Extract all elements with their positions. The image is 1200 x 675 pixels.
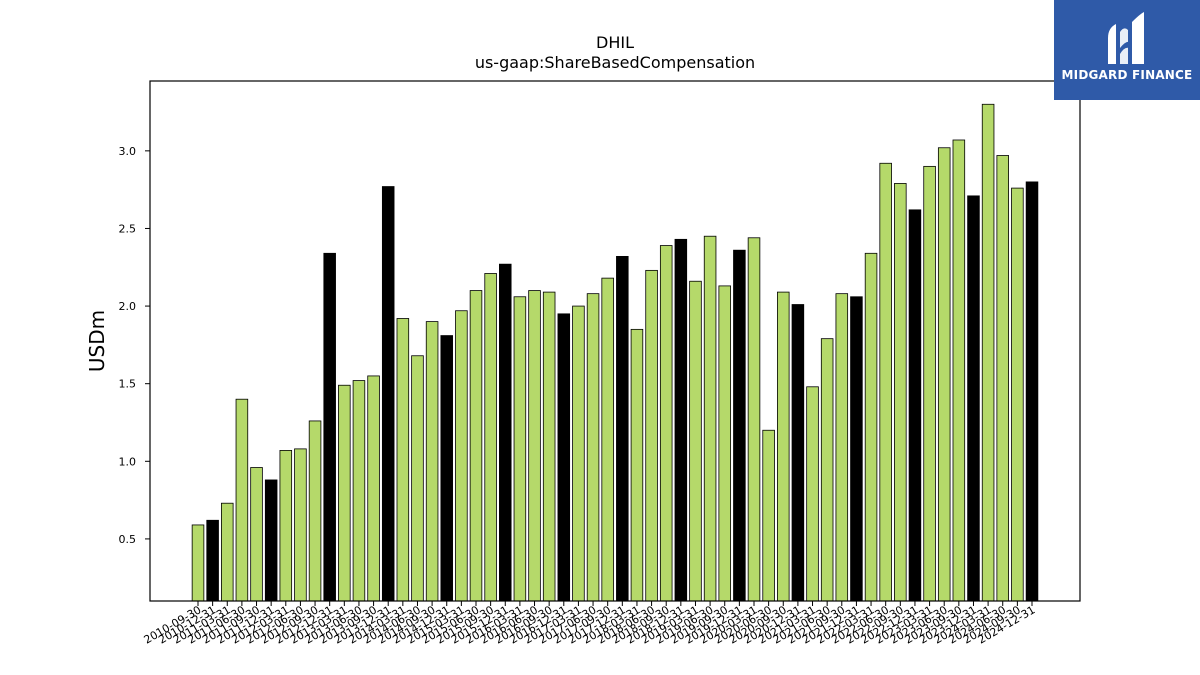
- bar-2022-03-31: [864, 252, 878, 602]
- y-tick-label: 1.5: [119, 378, 137, 391]
- bar-2017-12-31: [616, 255, 629, 602]
- bar-2020-06-30: [762, 429, 775, 602]
- bar-2024-06-30: [996, 155, 1009, 602]
- bar-2018-12-31: [674, 238, 688, 602]
- bar-2020-12-31: [791, 304, 805, 602]
- y-tick-label: 3.0: [119, 145, 137, 158]
- bar-2014-09-30: [425, 321, 439, 602]
- bar-2011-09-30: [250, 467, 263, 602]
- chart-title: DHIL: [596, 33, 634, 52]
- bar-2013-12-31: [381, 186, 395, 602]
- plot-frame: [149, 80, 1081, 602]
- bar-2017-03-31: [572, 305, 585, 602]
- bar-2011-12-31: [264, 479, 278, 602]
- bar-2014-03-31: [396, 318, 410, 602]
- bar-2019-09-30: [718, 285, 731, 602]
- bar-2019-06-30: [703, 235, 717, 602]
- x-axis: 2010-09-302010-12-312011-03-312011-06-30…: [142, 601, 1038, 647]
- bar-2010-12-31: [206, 519, 219, 602]
- bar-2018-09-30: [659, 245, 673, 602]
- bar-2014-12-31: [440, 335, 453, 602]
- bar-2022-12-31: [908, 209, 922, 602]
- brand-logo: MIDGARD FINANCE: [1054, 0, 1200, 100]
- bar-2018-03-31: [630, 328, 644, 602]
- y-tick-label: 0.5: [119, 533, 137, 546]
- y-tick-label: 2.5: [119, 222, 137, 235]
- bar-2020-03-31: [747, 237, 761, 602]
- bar-2016-06-30: [528, 290, 541, 602]
- bar-2021-12-31: [850, 296, 863, 602]
- bar-2012-12-31: [323, 252, 336, 602]
- bar-2024-09-30: [1011, 187, 1024, 602]
- bar-2018-06-30: [645, 269, 658, 602]
- bar-2023-03-31: [923, 165, 936, 602]
- y-tick-label: 1.0: [119, 455, 137, 468]
- chart-subtitle: us-gaap:ShareBasedCompensation: [475, 53, 755, 72]
- bar-2016-09-30: [542, 291, 556, 602]
- bar-2023-12-31: [967, 195, 980, 602]
- bar-2016-03-31: [513, 296, 527, 602]
- bar-2015-12-31: [499, 263, 512, 602]
- bar-2015-09-30: [484, 273, 497, 602]
- bar-2014-06-30: [411, 355, 424, 602]
- bar-2010-09-30: [191, 524, 205, 602]
- bar-2015-03-31: [455, 310, 468, 602]
- midgard-logo-icon: [1108, 12, 1144, 64]
- bar-2011-06-30: [235, 398, 249, 602]
- bar-2013-06-30: [352, 380, 366, 602]
- bar-2022-09-30: [894, 183, 907, 602]
- y-tick-label: 2.0: [119, 300, 137, 313]
- bar-2017-09-30: [601, 277, 614, 602]
- bar-2022-06-30: [879, 162, 892, 602]
- bar-2021-06-30: [820, 338, 834, 602]
- bar-2024-12-31: [1025, 181, 1039, 602]
- brand-logo-text: MIDGARD FINANCE: [1061, 68, 1193, 82]
- bar-2020-09-30: [777, 291, 790, 602]
- bar-2023-06-30: [937, 147, 951, 602]
- bar-2017-06-30: [586, 293, 600, 602]
- bar-2011-03-31: [221, 502, 234, 602]
- y-axis-label: USDm: [85, 310, 109, 372]
- bar-2019-03-31: [689, 280, 702, 602]
- bar-2016-12-31: [557, 313, 571, 602]
- bar-2024-03-31: [981, 103, 995, 602]
- bar-2013-03-31: [338, 384, 351, 602]
- bar-2021-09-30: [835, 293, 849, 602]
- y-axis: 0.5 1.0 1.5 2.0 2.5 3.0: [119, 145, 150, 546]
- bar-2012-06-30: [294, 448, 307, 602]
- bar-2012-09-30: [308, 420, 322, 602]
- bar-2015-06-30: [469, 290, 483, 602]
- bar-2023-09-30: [952, 139, 966, 602]
- bar-2012-03-31: [279, 450, 293, 602]
- bar-2019-12-31: [733, 249, 746, 602]
- bars-group: [191, 103, 1039, 602]
- bar-2021-03-31: [806, 386, 819, 602]
- bar-2013-09-30: [367, 375, 380, 602]
